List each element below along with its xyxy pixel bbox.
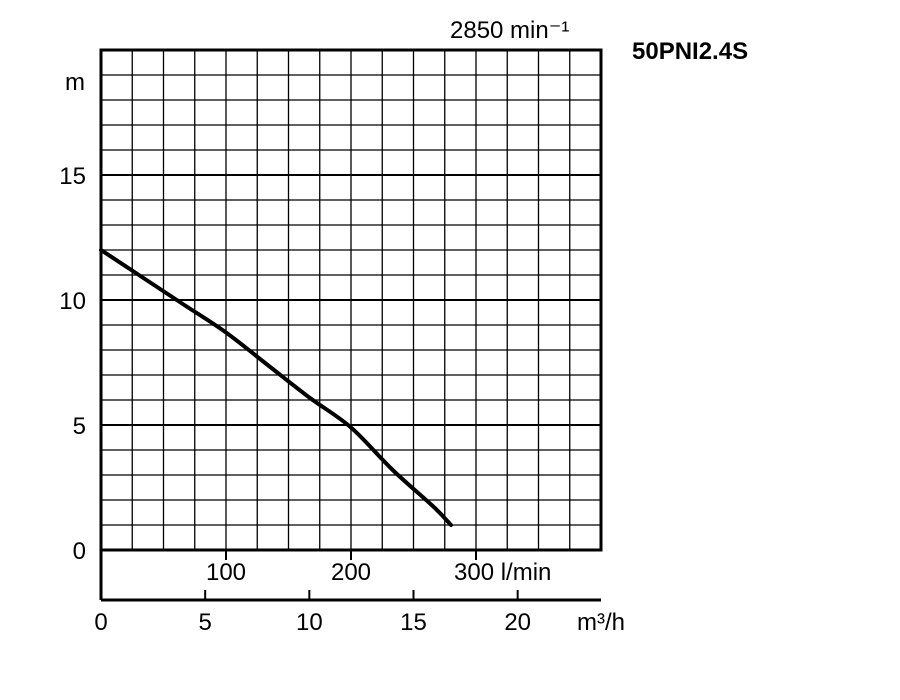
x2-tick-label: 300 l/min — [454, 559, 551, 586]
x-tick-label: 20 — [504, 609, 531, 636]
x-axis-unit-label: m³/h — [577, 609, 625, 636]
x-tick-label: 15 — [400, 609, 427, 636]
model-label: 50PNI2.4S — [632, 38, 748, 65]
y-tick-label: 10 — [59, 288, 86, 315]
x2-tick-label: 100 — [206, 559, 246, 586]
y-tick-label: 5 — [73, 413, 86, 440]
x-tick-label: 10 — [296, 609, 323, 636]
x-tick-label: 0 — [94, 609, 107, 636]
grid — [101, 50, 601, 550]
chart-frame — [99, 48, 603, 602]
y-tick-label: 15 — [59, 163, 86, 190]
speed-label: 2850 min⁻¹ — [450, 17, 569, 44]
y-tick-label: 0 — [73, 538, 86, 565]
y-axis-unit-label: m — [65, 69, 85, 96]
series-layer — [99, 248, 453, 527]
head-flow-curve — [99, 248, 453, 527]
x2-tick-label: 200 — [331, 559, 371, 586]
x-tick-label: 5 — [198, 609, 211, 636]
